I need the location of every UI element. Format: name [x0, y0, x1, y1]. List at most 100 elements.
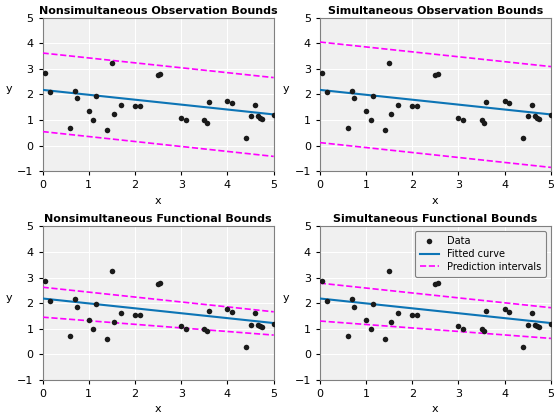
Data: [483, 100, 489, 105]
Title: Simultaneous Functional Bounds: Simultaneous Functional Bounds: [333, 214, 538, 224]
Data: [529, 102, 536, 107]
Data: [157, 280, 164, 285]
Data: [319, 279, 325, 284]
Data: [270, 321, 277, 326]
Data: [155, 281, 161, 286]
Data: [183, 326, 189, 331]
Data: [256, 323, 263, 328]
Data: [351, 304, 358, 310]
Data: [252, 311, 259, 316]
Data: [224, 307, 231, 312]
Data: [531, 114, 538, 119]
Data: [525, 322, 531, 327]
Data: [72, 88, 78, 93]
Line: Data: Data: [319, 268, 554, 349]
Data: [254, 322, 261, 327]
Data: [480, 120, 487, 125]
Data: [104, 336, 111, 341]
Data: [483, 308, 489, 313]
Data: [388, 111, 395, 116]
Data: [520, 136, 526, 141]
Data: [178, 323, 185, 328]
Data: [323, 89, 330, 94]
Data: [74, 96, 81, 101]
Y-axis label: y: y: [283, 293, 290, 303]
Data: [478, 326, 485, 331]
Data: [203, 329, 210, 334]
Data: [67, 334, 74, 339]
Data: [136, 312, 143, 317]
Data: [536, 116, 543, 121]
Data: [109, 60, 115, 65]
X-axis label: x: x: [155, 196, 161, 206]
Data: [455, 115, 462, 120]
Data: [534, 323, 540, 328]
X-axis label: x: x: [432, 196, 438, 206]
Data: [531, 322, 538, 327]
X-axis label: x: x: [155, 404, 161, 415]
Data: [90, 326, 97, 331]
Data: [201, 326, 208, 331]
Data: [206, 308, 212, 313]
Data: [435, 71, 441, 76]
Data: [248, 322, 254, 327]
Data: [386, 60, 393, 65]
Data: [270, 113, 277, 118]
Data: [381, 336, 388, 341]
Data: [92, 93, 99, 98]
Data: [367, 326, 374, 331]
Data: [409, 103, 416, 108]
Title: Nonsimultaneous Functional Bounds: Nonsimultaneous Functional Bounds: [44, 214, 272, 224]
Data: [506, 101, 513, 106]
Data: [529, 311, 536, 316]
Data: [548, 321, 554, 326]
Data: [157, 71, 164, 76]
Data: [178, 115, 185, 120]
Data: [413, 312, 420, 317]
Data: [478, 118, 485, 123]
Data: [41, 279, 48, 284]
Data: [323, 298, 330, 303]
Data: [363, 109, 370, 114]
Data: [344, 125, 351, 130]
Data: [46, 89, 53, 94]
Data: [480, 329, 487, 334]
Data: [395, 102, 402, 107]
Data: [111, 320, 118, 325]
Data: [259, 116, 265, 121]
Data: [74, 304, 81, 310]
Data: [319, 70, 325, 75]
Data: [41, 70, 48, 75]
Data: [363, 317, 370, 322]
Data: [256, 115, 263, 120]
Data: [229, 310, 236, 315]
Data: [229, 101, 236, 106]
Data: [254, 114, 261, 119]
Data: [409, 312, 416, 317]
Y-axis label: y: y: [283, 84, 290, 94]
Data: [109, 269, 115, 274]
Data: [367, 118, 374, 123]
Data: [432, 73, 438, 78]
Data: [501, 98, 508, 103]
Data: [534, 115, 540, 120]
Data: [395, 311, 402, 316]
Data: [203, 120, 210, 125]
Data: [435, 280, 441, 285]
Data: [201, 118, 208, 123]
Data: [224, 98, 231, 103]
Y-axis label: y: y: [6, 84, 12, 94]
Line: Data: Data: [42, 268, 277, 349]
Data: [349, 88, 356, 93]
Data: [155, 73, 161, 78]
Data: [242, 344, 249, 349]
Data: [86, 109, 92, 114]
Data: [104, 128, 111, 133]
Data: [506, 310, 513, 315]
Title: Nonsimultaneous Observation Bounds: Nonsimultaneous Observation Bounds: [39, 5, 277, 16]
Line: Data: Data: [319, 60, 554, 141]
Data: [252, 102, 259, 107]
Data: [86, 317, 92, 322]
Data: [381, 128, 388, 133]
Legend: Data, Fitted curve, Prediction intervals: Data, Fitted curve, Prediction intervals: [415, 231, 546, 277]
